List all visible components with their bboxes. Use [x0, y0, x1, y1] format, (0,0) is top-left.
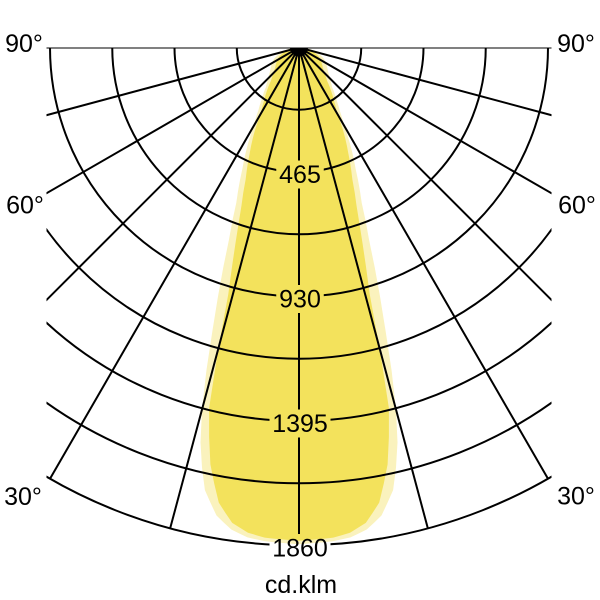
lamp-origin-marker: [290, 47, 308, 57]
radial-label-465: 465: [279, 161, 321, 189]
grid-radial-line: [298, 47, 552, 195]
grid-radial-line: [298, 47, 549, 480]
radial-label-1860: 1860: [272, 535, 328, 563]
angle-label-left-30: 30°: [4, 483, 42, 511]
angle-label-right-60: 60°: [558, 192, 596, 220]
polar-grid: [46, 47, 552, 547]
angle-label-right-90: 90°: [557, 30, 595, 58]
grid-radial-line: [49, 47, 300, 480]
angle-label-right-30: 30°: [557, 483, 595, 511]
radial-label-1395: 1395: [272, 410, 328, 438]
labels: 465 930 1395 1860 90° 90° 60° 60° 30° 30° cd.klm: [4, 30, 596, 599]
angle-label-left-90: 90°: [5, 30, 43, 58]
grid-radial-line: [298, 47, 552, 117]
grid-radial-line: [46, 47, 300, 195]
grid-radial-line: [298, 47, 429, 529]
radial-label-930: 930: [279, 286, 321, 314]
grid-radial-line: [46, 47, 300, 117]
grid-radial-line: [169, 47, 300, 529]
grid-radial-line: [46, 47, 300, 302]
unit-label: cd.klm: [265, 571, 337, 599]
angle-label-left-60: 60°: [6, 192, 44, 220]
grid-radial-line: [298, 47, 552, 302]
